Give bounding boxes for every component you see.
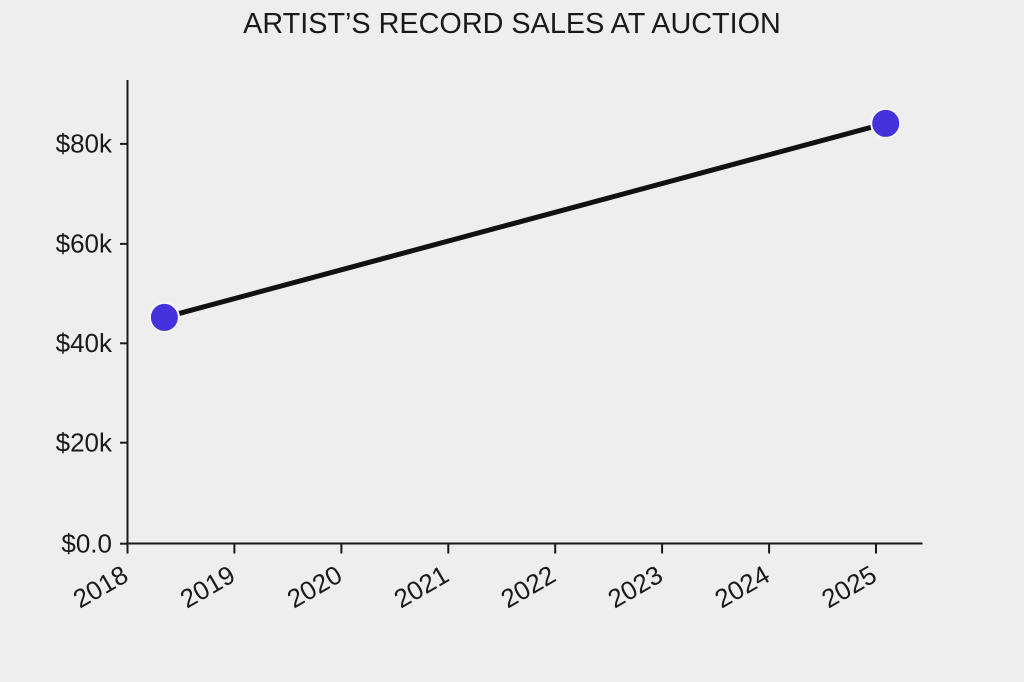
svg-text:$80k: $80k [56,129,113,159]
svg-text:ARTIST’S RECORD SALES AT AUCTI: ARTIST’S RECORD SALES AT AUCTION [243,8,781,40]
svg-text:$40k: $40k [56,328,113,358]
svg-text:$60k: $60k [56,229,113,259]
svg-text:$20k: $20k [56,427,113,457]
svg-text:$0.0: $0.0 [61,528,112,558]
